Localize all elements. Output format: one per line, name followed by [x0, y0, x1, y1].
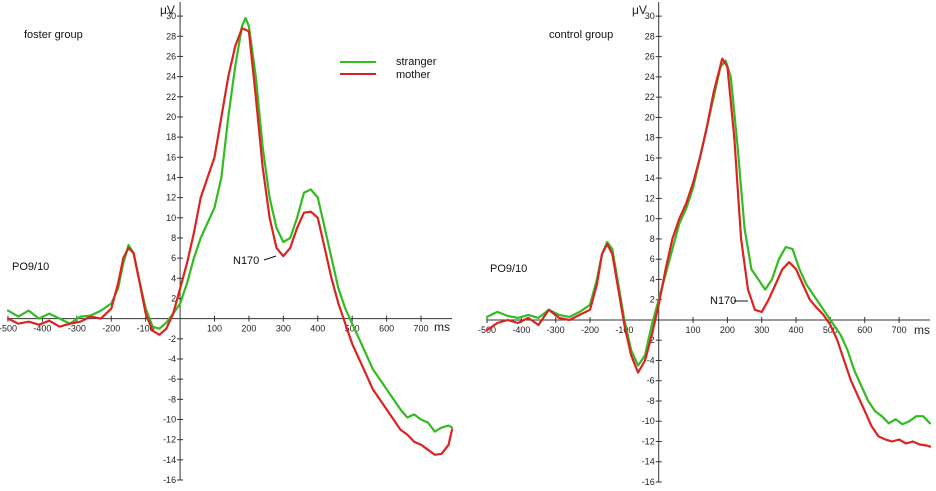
x-tick-label: -500 — [0, 324, 17, 334]
y-axis-label: μV — [632, 3, 647, 17]
y-tick-label: 4 — [650, 274, 655, 284]
legend-label-stranger: stranger — [396, 56, 437, 68]
x-tick-label: -100 — [615, 325, 633, 335]
n170-label: N170 — [233, 255, 259, 267]
foster-group-panel: -500 -400 -300 -200 -100 100 200 300 400 500 600 70… — [0, 2, 454, 485]
y-tick-label: 26 — [645, 52, 655, 62]
n170-label: N170 — [710, 295, 736, 307]
y-tick-label: 22 — [166, 92, 176, 102]
electrode-label: PO9/10 — [12, 261, 49, 273]
x-tick-label: -200 — [581, 325, 599, 335]
control-group-panel: -500 -400 -300 -200 -100 100 200 300 400 500 600 70… — [478, 2, 932, 487]
y-tick-label: -12 — [163, 435, 176, 445]
y-tick-label: 24 — [645, 72, 655, 82]
panel-title: control group — [549, 29, 613, 41]
y-tick-label: -16 — [642, 477, 655, 487]
x-axis-label: ms — [434, 320, 450, 334]
y-tick-label: 26 — [166, 51, 176, 61]
y-tick-label: 20 — [645, 112, 655, 122]
y-tick-label: 30 — [645, 11, 655, 21]
y-tick-label: -4 — [168, 354, 176, 364]
y-axis-label: μV — [160, 3, 175, 17]
legend-label-mother: mother — [396, 69, 431, 81]
x-tick-label: 600 — [857, 325, 872, 335]
y-tick-label: 10 — [166, 213, 176, 223]
y-tick-label: -16 — [163, 475, 176, 485]
x-tick-label: 200 — [720, 325, 735, 335]
y-tick-label: 20 — [166, 112, 176, 122]
x-tick-label: 300 — [754, 325, 769, 335]
y-tick-label: -14 — [642, 457, 655, 467]
x-tick-label: -100 — [137, 324, 155, 334]
legend: stranger mother — [340, 56, 437, 81]
x-tick-label: -200 — [102, 324, 120, 334]
y-tick-label: 30 — [166, 11, 176, 21]
y-tick-label: -14 — [163, 455, 176, 465]
y-tick-label: 4 — [171, 273, 176, 283]
y-tick-label: -12 — [642, 436, 655, 446]
x-tick-label: -300 — [547, 325, 565, 335]
y-tick-label: 8 — [650, 234, 655, 244]
y-tick-label: 6 — [650, 254, 655, 264]
series-line-stranger — [485, 59, 932, 426]
n170-pointer — [263, 255, 277, 261]
y-tick-label: 14 — [166, 172, 176, 182]
y-tick-label: 28 — [166, 31, 176, 41]
x-tick-label: 100 — [207, 324, 222, 334]
panel-title: foster group — [24, 29, 83, 41]
y-tick-label: -10 — [642, 416, 655, 426]
y-tick-label: -8 — [647, 396, 655, 406]
y-tick-label: -6 — [168, 374, 176, 384]
y-tick-label: -4 — [647, 355, 655, 365]
y-tick-label: 16 — [166, 152, 176, 162]
x-tick-label: 400 — [310, 324, 325, 334]
y-tick-label: 6 — [171, 253, 176, 263]
x-tick-label: 600 — [379, 324, 394, 334]
y-tick-label: 18 — [645, 133, 655, 143]
y-tick-label: 16 — [645, 153, 655, 163]
x-axis-label: ms — [914, 323, 930, 337]
y-tick-label: 24 — [166, 72, 176, 82]
y-tick-label: 14 — [645, 173, 655, 183]
x-tick-label: 400 — [789, 325, 804, 335]
x-tick-label: -400 — [33, 324, 51, 334]
y-tick-label: 2 — [650, 295, 655, 305]
x-tick-label: 300 — [276, 324, 291, 334]
x-tick-label: 700 — [892, 325, 907, 335]
x-tick-label: 700 — [414, 324, 429, 334]
y-tick-label: 28 — [645, 31, 655, 41]
x-tick-label: 500 — [823, 325, 838, 335]
series-line-mother — [6, 27, 454, 456]
y-tick-label: 12 — [645, 193, 655, 203]
y-tick-label: 22 — [645, 92, 655, 102]
y-tick-label: 2 — [171, 293, 176, 303]
y-tick-label: 10 — [645, 214, 655, 224]
x-tick-label: -400 — [512, 325, 530, 335]
x-tick-label: 200 — [241, 324, 256, 334]
x-tick-label: -300 — [68, 324, 86, 334]
y-tick-label: -8 — [168, 394, 176, 404]
y-tick-label: 8 — [171, 233, 176, 243]
x-tick-label: 100 — [686, 325, 701, 335]
y-tick-label: 12 — [166, 193, 176, 203]
x-tick-label: 500 — [345, 324, 360, 334]
series-line-mother — [485, 57, 932, 448]
y-tick-label: -10 — [163, 414, 176, 424]
y-tick-label: -2 — [168, 334, 176, 344]
y-tick-label: 18 — [166, 132, 176, 142]
electrode-label: PO9/10 — [490, 263, 527, 275]
y-tick-label: -6 — [647, 376, 655, 386]
